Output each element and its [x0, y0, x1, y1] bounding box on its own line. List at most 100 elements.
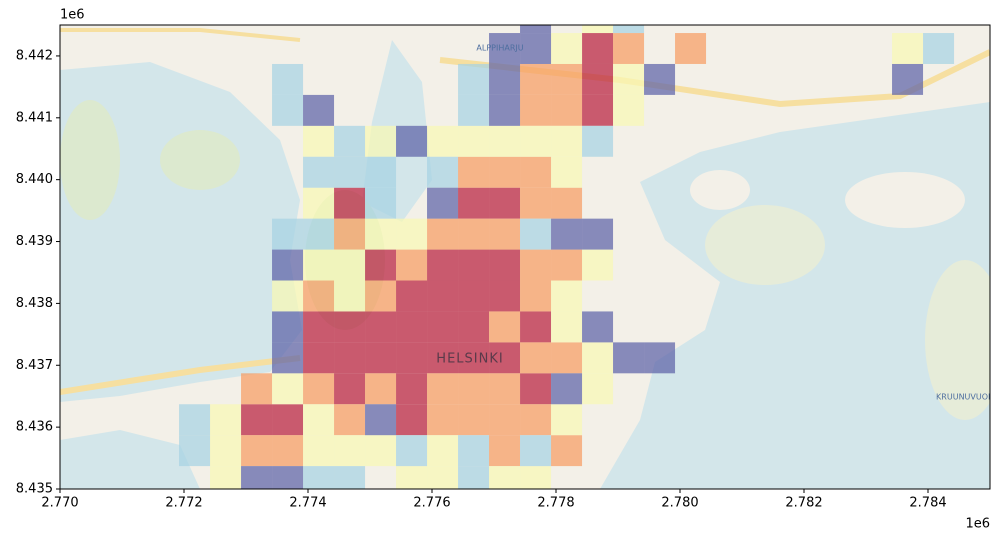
grid-cell: [458, 125, 490, 157]
grid-cell: [458, 156, 490, 188]
grid-cell: [458, 249, 490, 281]
grid-cell: [427, 187, 459, 219]
grid-cell: [489, 63, 521, 95]
grid-cell: [427, 125, 459, 157]
grid-cell: [334, 373, 366, 405]
grid-cell: [241, 373, 273, 405]
grid-cell: [427, 373, 459, 405]
grid-cell: [923, 33, 955, 64]
grid-cell: [613, 33, 645, 64]
grid-cell: [210, 404, 242, 436]
map-label: KRUUNUVUORI: [936, 393, 996, 402]
grid-cell: [613, 63, 645, 95]
grid-cell: [551, 249, 583, 281]
grid-cell: [489, 404, 521, 436]
grid-cell: [458, 404, 490, 436]
grid-cell: [489, 156, 521, 188]
road: [60, 355, 301, 395]
grid-cell: [458, 466, 490, 489]
grid-cell: [303, 280, 335, 312]
grid-cell: [520, 187, 552, 219]
grid-cell: [458, 218, 490, 250]
grid-cell: [427, 404, 459, 436]
grid-cell: [551, 373, 583, 405]
grid-cell: [582, 94, 614, 126]
x-offset: 1e6: [965, 517, 990, 532]
grid-cell: [551, 404, 583, 436]
grid-cell: [365, 280, 397, 312]
grid-cell: [303, 94, 335, 126]
grid-cell: [582, 25, 614, 34]
y-tick-label: 8.439: [16, 234, 53, 249]
grid-cell: [334, 466, 366, 489]
grid-cell: [272, 311, 304, 343]
grid-cell: [365, 218, 397, 250]
grid-cell: [272, 342, 304, 374]
grid-cell: [520, 25, 552, 34]
grid-cell: [303, 125, 335, 157]
grid-cell: [458, 373, 490, 405]
grid-cell: [613, 94, 645, 126]
x-tick-label: 2.780: [661, 496, 698, 511]
grid-cell: [210, 466, 242, 489]
grid-cell: [272, 280, 304, 312]
grid-cell: [334, 249, 366, 281]
grid-cell: [365, 249, 397, 281]
y-tick-label: 8.442: [16, 48, 53, 63]
grid-cell: [396, 218, 428, 250]
grid-cell: [427, 249, 459, 281]
cells: [179, 25, 955, 489]
grid-cell: [427, 156, 459, 188]
y-tick-label: 8.435: [16, 482, 53, 497]
grid-cell: [365, 435, 397, 467]
grid-cell: [334, 125, 366, 157]
grid-cell: [303, 404, 335, 436]
grid-cell: [520, 404, 552, 436]
grid-cell: [551, 94, 583, 126]
grid-cell: [551, 156, 583, 188]
grid-cell: [520, 63, 552, 95]
grid-cell: [334, 404, 366, 436]
grid-cell: [303, 373, 335, 405]
grid-cell: [396, 404, 428, 436]
grid-cell: [551, 435, 583, 467]
grid-cell: [427, 280, 459, 312]
grid-cell: [520, 435, 552, 467]
grid-cell: [458, 311, 490, 343]
grid-cell: [334, 187, 366, 219]
grid-cell: [272, 63, 304, 95]
grid-cell: [210, 435, 242, 467]
grid-cell: [489, 94, 521, 126]
map-label: ALPPIHARJU: [476, 44, 523, 53]
grid-cell: [272, 94, 304, 126]
grid-cell: [520, 280, 552, 312]
grid-cell: [551, 33, 583, 64]
grid-cell: [489, 466, 521, 489]
grid-cell: [365, 373, 397, 405]
x-tick-label: 2.778: [537, 496, 574, 511]
grid-cell: [582, 33, 614, 64]
grid-cell: [582, 373, 614, 405]
grid-cell: [272, 404, 304, 436]
grid-cell: [582, 342, 614, 374]
y-tick-label: 8.438: [16, 296, 53, 311]
grid-cell: [551, 63, 583, 95]
grid-cell: [520, 311, 552, 343]
x-tick-label: 2.772: [165, 496, 202, 511]
grid-cell: [582, 311, 614, 343]
grid-cell: [427, 311, 459, 343]
grid-cell: [489, 435, 521, 467]
y-tick-label: 8.437: [16, 358, 53, 373]
grid-cell: [489, 33, 521, 64]
road: [60, 28, 301, 42]
grid-cell: [179, 404, 211, 436]
grid-cell: [458, 435, 490, 467]
map-labels: HELSINKI ALPPIHARJU KRUUNUVUORI: [436, 44, 996, 402]
grid-cell: [489, 280, 521, 312]
grid-cell: [520, 342, 552, 374]
grid-cell: [520, 373, 552, 405]
y-tick-label: 8.440: [16, 172, 53, 187]
grid-cell: [303, 342, 335, 374]
grid-cell: [489, 187, 521, 219]
grid-cell: [179, 435, 211, 467]
